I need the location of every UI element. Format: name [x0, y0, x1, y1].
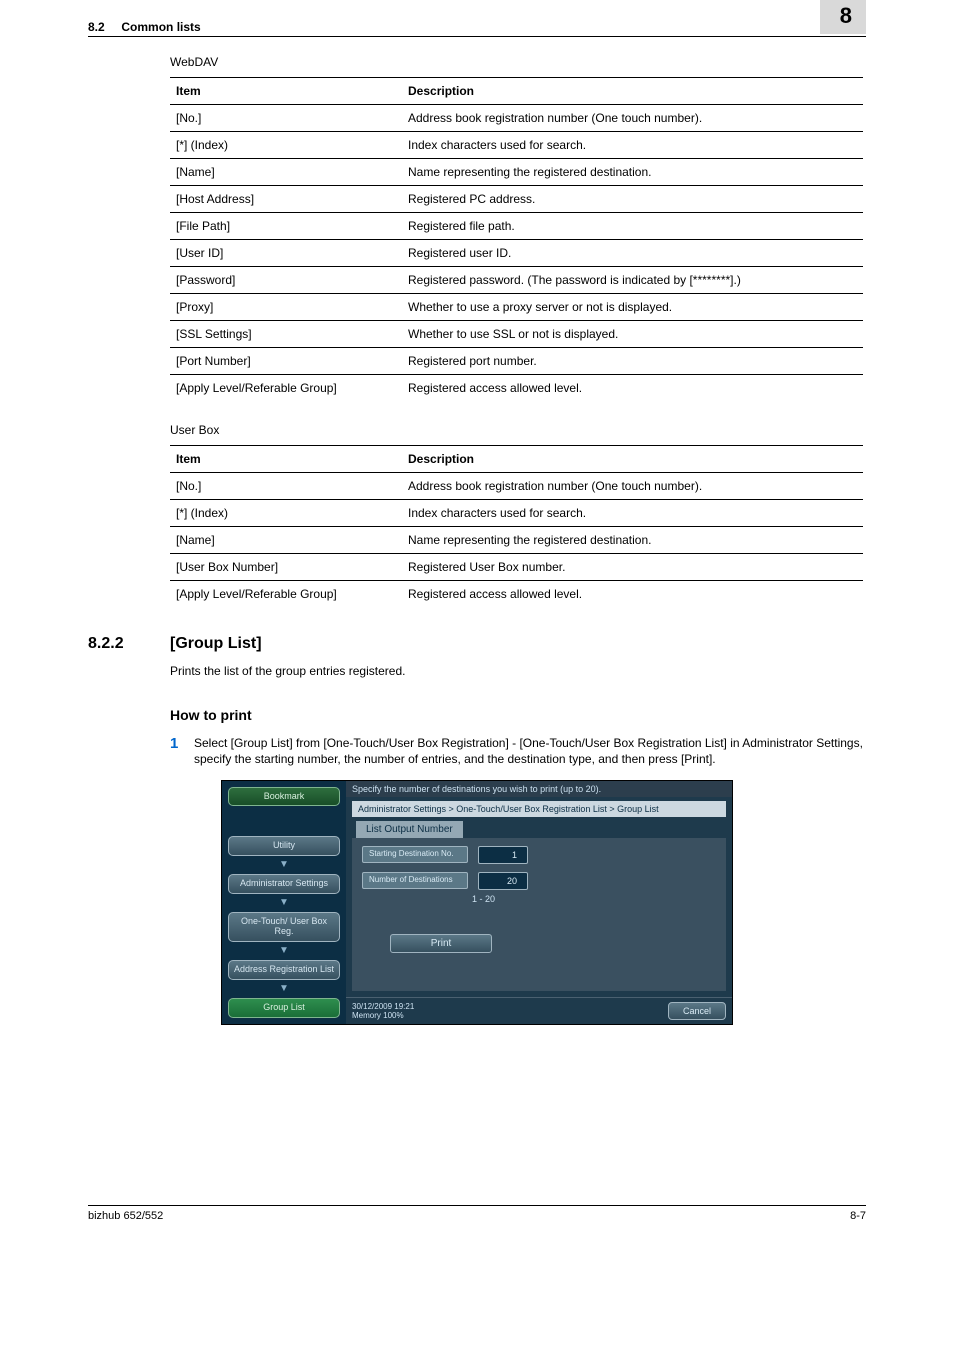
bookmark-button[interactable]: Bookmark [228, 787, 340, 807]
num-dest-label: Number of Destinations [362, 872, 468, 889]
starting-no-field: Starting Destination No. 1 [362, 846, 716, 864]
addrreg-button[interactable]: Address Registration List [228, 960, 340, 980]
arrow-down-icon: ▼ [228, 986, 340, 992]
ss-instruction: Specify the number of destinations you w… [346, 781, 732, 797]
table-row: [Host Address]Registered PC address. [170, 186, 863, 213]
num-dest-value[interactable]: 20 [478, 872, 528, 890]
step-text: Select [Group List] from [One-Touch/User… [194, 735, 866, 767]
section-heading: 8.2.2 [Group List] [88, 635, 866, 653]
ss-datetime: 30/12/2009 19:21 [352, 1002, 414, 1011]
page: 8.2 Common lists 8 WebDAV Item Descripti… [0, 0, 954, 1242]
table-row: [Name]Name representing the registered d… [170, 159, 863, 186]
starting-no-value[interactable]: 1 [478, 846, 528, 864]
userbox-subhead: User Box [170, 423, 866, 437]
table-row: [User Box Number]Registered User Box num… [170, 554, 863, 581]
header-num: 8.2 [88, 20, 105, 34]
page-footer: bizhub 652/552 8-7 [88, 1205, 866, 1222]
step-number: 1 [170, 735, 194, 767]
page-header: 8.2 Common lists 8 [88, 0, 866, 37]
section-number: 8.2.2 [88, 635, 170, 653]
print-button[interactable]: Print [390, 934, 492, 953]
ss-main: Specify the number of destinations you w… [346, 781, 732, 1024]
table-row: [Name]Name representing the registered d… [170, 527, 863, 554]
ss-panel: Starting Destination No. 1 Number of Des… [352, 838, 726, 991]
table-row: [*] (Index)Index characters used for sea… [170, 132, 863, 159]
ss-status-left: 30/12/2009 19:21 Memory 100% [352, 1002, 414, 1020]
utility-button[interactable]: Utility [228, 836, 340, 856]
header-section-ref: 8.2 Common lists [88, 20, 201, 34]
arrow-down-icon: ▼ [228, 900, 340, 906]
grouplist-button[interactable]: Group List [228, 998, 340, 1018]
chapter-badge: 8 [820, 0, 866, 34]
range-text: 1 - 20 [472, 894, 716, 904]
table-row: [Port Number]Registered port number. [170, 348, 863, 375]
step-1: 1 Select [Group List] from [One-Touch/Us… [170, 735, 866, 767]
table-row: [*] (Index)Index characters used for sea… [170, 500, 863, 527]
userbox-table: Item Description [No.]Address book regis… [170, 445, 863, 607]
admin-settings-button[interactable]: Administrator Settings [228, 874, 340, 894]
webdav-table: Item Description [No.]Address book regis… [170, 77, 863, 401]
table-row: [Apply Level/Referable Group]Registered … [170, 375, 863, 402]
table-row: [Password]Registered password. (The pass… [170, 267, 863, 294]
table-row: [User ID]Registered user ID. [170, 240, 863, 267]
footer-left: bizhub 652/552 [88, 1210, 163, 1222]
ss-breadcrumb: Administrator Settings > One-Touch/User … [352, 801, 726, 817]
arrow-down-icon: ▼ [228, 862, 340, 868]
ss-statusbar: 30/12/2009 19:21 Memory 100% Cancel [346, 997, 732, 1024]
table-row: [File Path]Registered file path. [170, 213, 863, 240]
th-desc: Description [402, 446, 863, 473]
num-dest-field: Number of Destinations 20 [362, 872, 716, 890]
printer-screenshot: Bookmark Utility ▼ Administrator Setting… [221, 780, 733, 1025]
th-item: Item [170, 78, 402, 105]
footer-right: 8-7 [850, 1210, 866, 1222]
table-row: [No.]Address book registration number (O… [170, 473, 863, 500]
section-intro: Prints the list of the group entries reg… [170, 663, 866, 679]
cancel-button[interactable]: Cancel [668, 1002, 726, 1020]
table-row: [Proxy]Whether to use a proxy server or … [170, 294, 863, 321]
starting-no-label: Starting Destination No. [362, 846, 468, 863]
table-row: [No.]Address book registration number (O… [170, 105, 863, 132]
arrow-down-icon: ▼ [228, 948, 340, 954]
ss-sidebar: Bookmark Utility ▼ Administrator Setting… [222, 781, 346, 1024]
th-desc: Description [402, 78, 863, 105]
th-item: Item [170, 446, 402, 473]
header-title: Common lists [121, 20, 200, 34]
onetouch-button[interactable]: One-Touch/ User Box Reg. [228, 912, 340, 942]
table-row: [Apply Level/Referable Group]Registered … [170, 581, 863, 608]
howto-heading: How to print [170, 707, 866, 723]
webdav-subhead: WebDAV [170, 55, 866, 69]
table-row: [SSL Settings]Whether to use SSL or not … [170, 321, 863, 348]
ss-tab[interactable]: List Output Number [356, 821, 463, 838]
ss-memory: Memory 100% [352, 1011, 414, 1020]
section-title: [Group List] [170, 635, 262, 653]
